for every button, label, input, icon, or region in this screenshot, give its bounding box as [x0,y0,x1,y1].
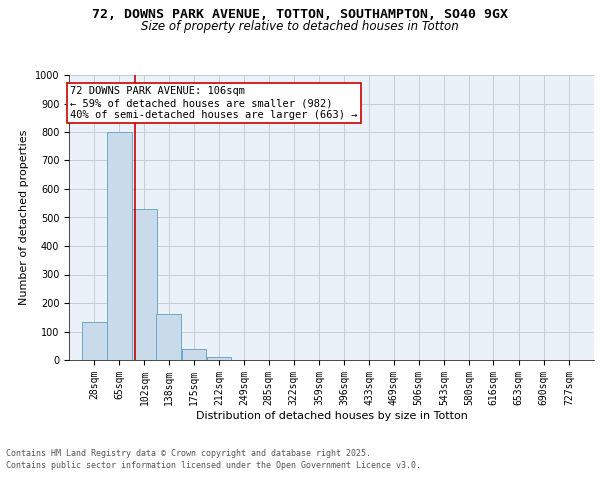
Text: 72, DOWNS PARK AVENUE, TOTTON, SOUTHAMPTON, SO40 9GX: 72, DOWNS PARK AVENUE, TOTTON, SOUTHAMPT… [92,8,508,20]
Y-axis label: Number of detached properties: Number of detached properties [19,130,29,305]
Bar [132,209,157,360]
Bar [82,322,107,360]
Bar [107,132,131,360]
Text: Size of property relative to detached houses in Totton: Size of property relative to detached ho… [141,20,459,33]
Bar [207,356,232,360]
Bar [157,314,181,360]
Text: Contains public sector information licensed under the Open Government Licence v3: Contains public sector information licen… [6,461,421,470]
X-axis label: Distribution of detached houses by size in Totton: Distribution of detached houses by size … [196,410,467,420]
Text: Contains HM Land Registry data © Crown copyright and database right 2025.: Contains HM Land Registry data © Crown c… [6,448,371,458]
Text: 72 DOWNS PARK AVENUE: 106sqm
← 59% of detached houses are smaller (982)
40% of s: 72 DOWNS PARK AVENUE: 106sqm ← 59% of de… [70,86,358,120]
Bar [182,350,206,360]
